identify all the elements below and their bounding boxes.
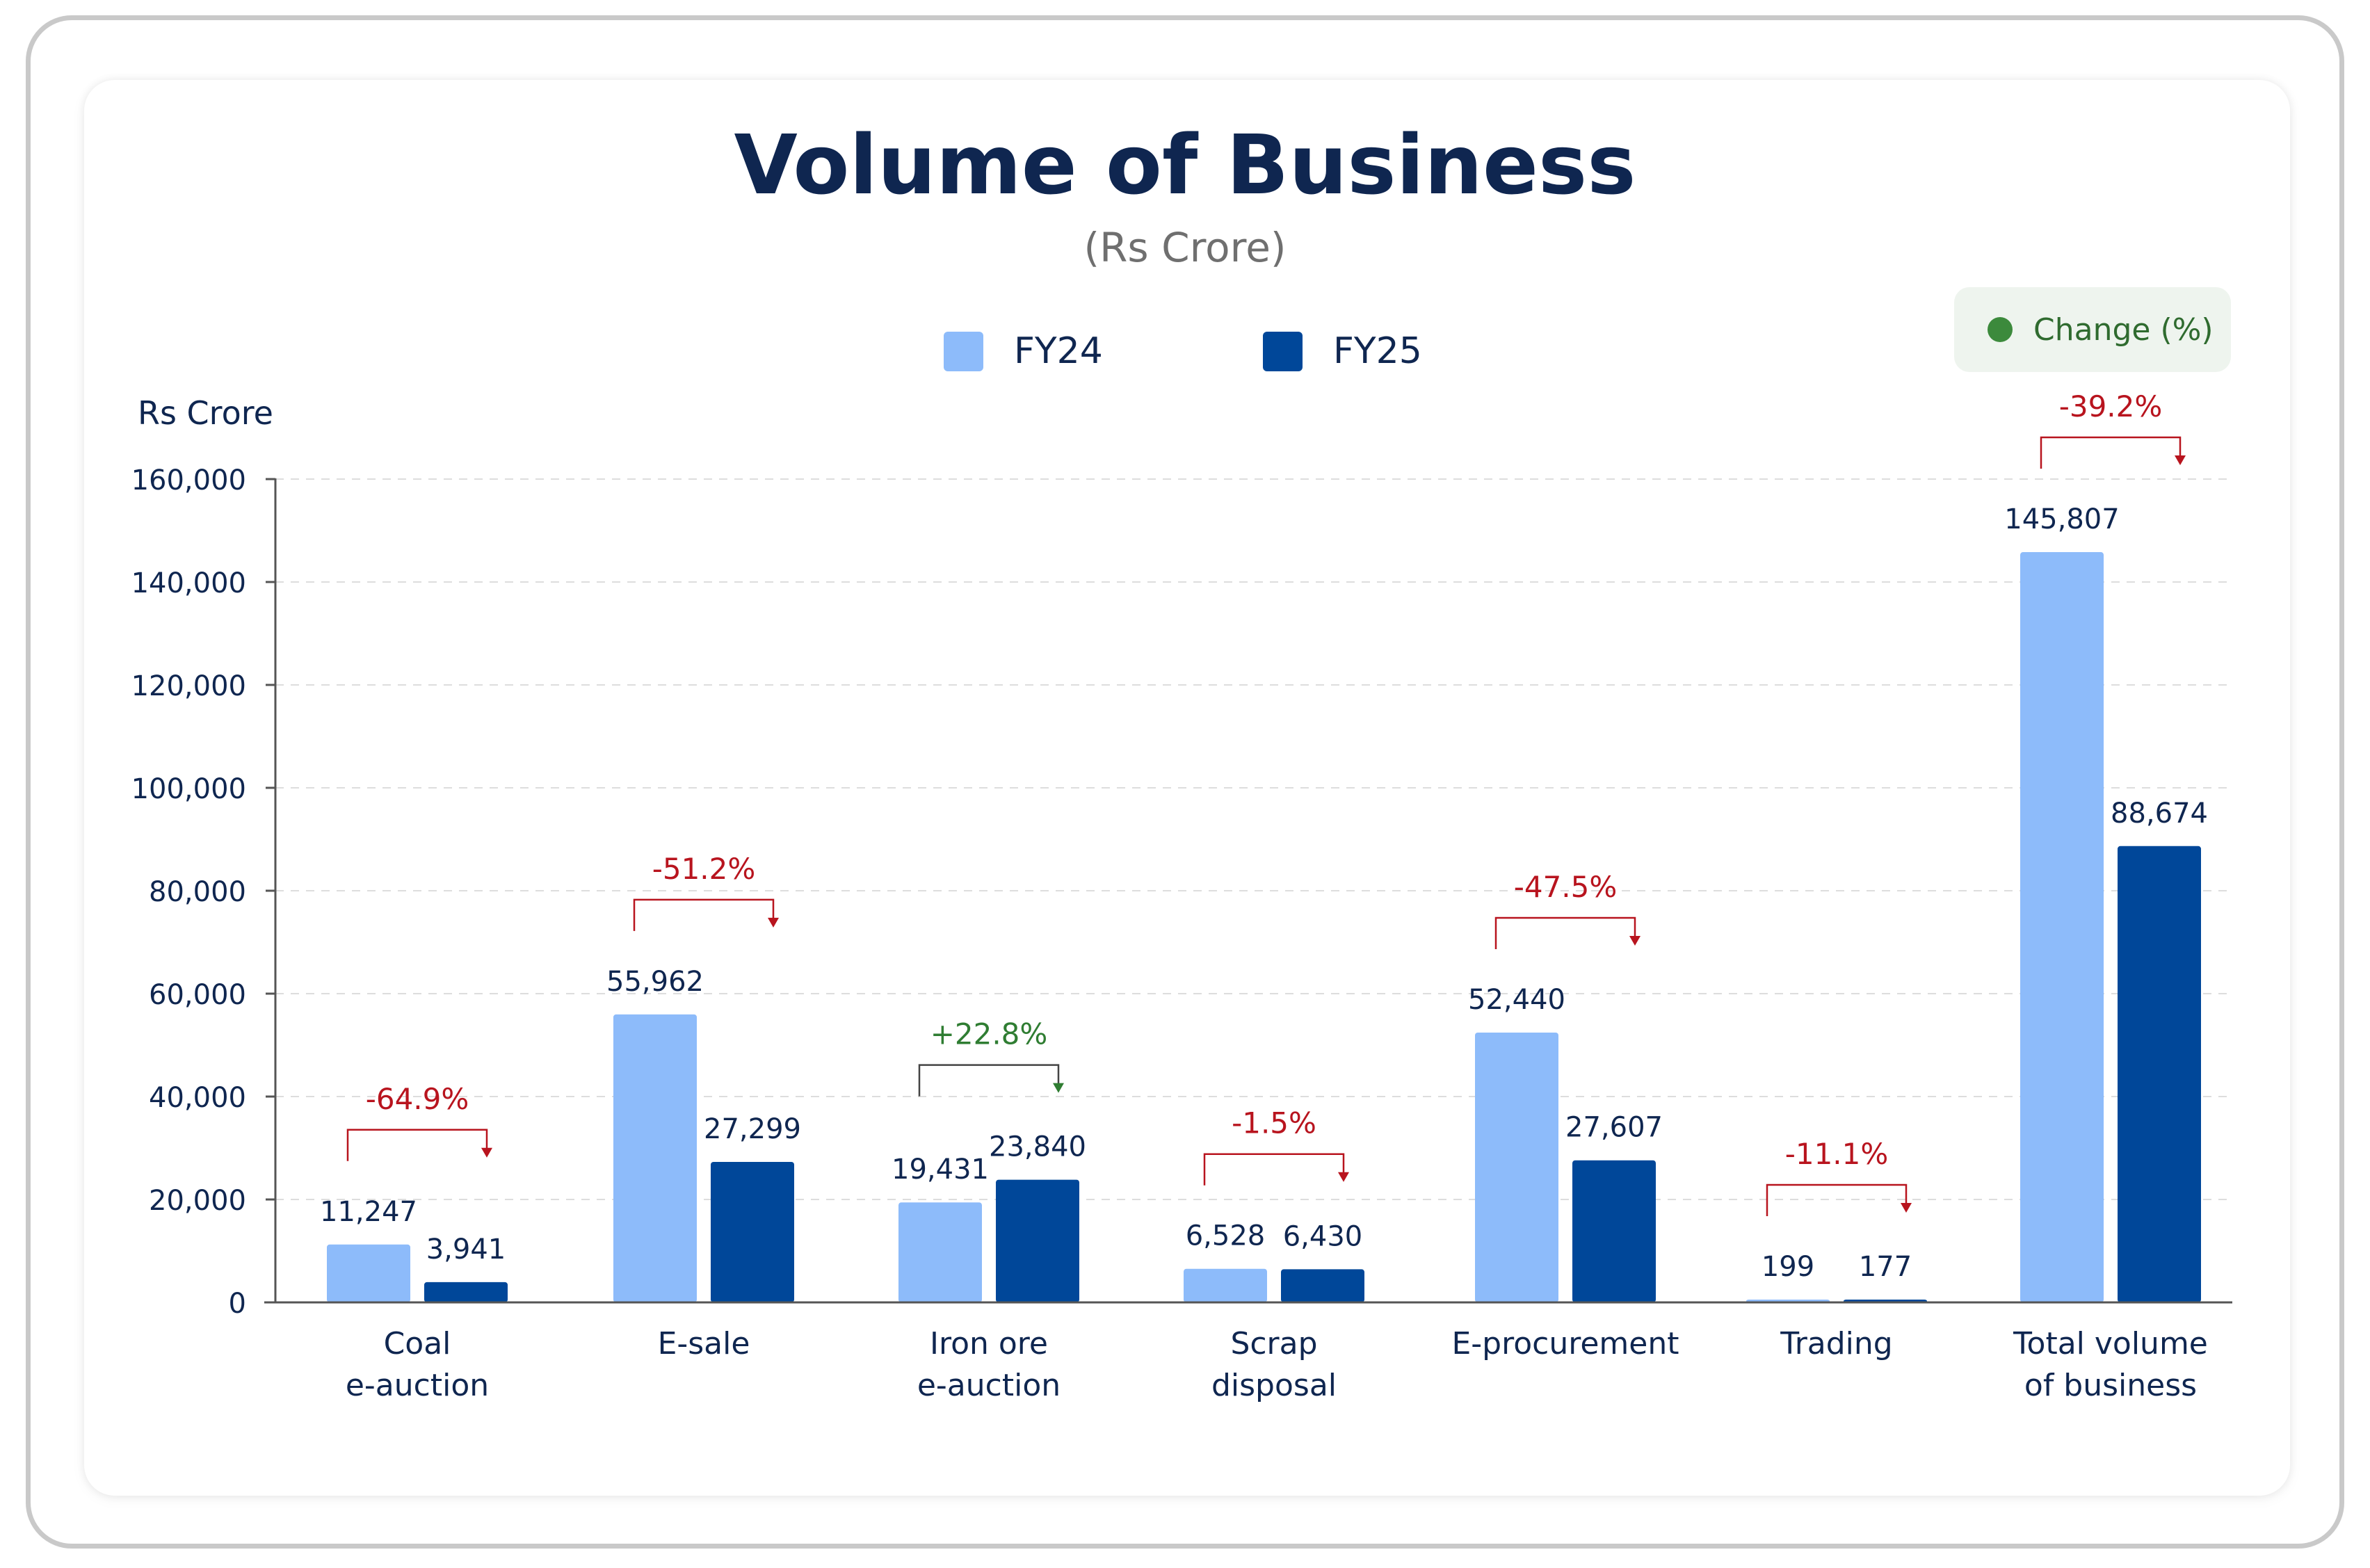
x-axis-label: e-auction <box>346 1368 489 1403</box>
y-tick-label: 60,000 <box>149 979 246 1011</box>
change-label: -39.2% <box>2059 389 2163 423</box>
change-legend: Change (%) <box>1954 287 2231 372</box>
change-bracket <box>1766 1183 1908 1216</box>
bar-fy24 <box>2020 552 2104 1302</box>
value-label-fy24: 55,962 <box>606 966 704 998</box>
bar-fy24 <box>613 1014 697 1302</box>
change-bracket <box>633 898 775 931</box>
change-label: -47.5% <box>1514 870 1618 904</box>
legend-item-fy24: FY24 <box>944 330 1103 372</box>
x-axis-label: e-auction <box>917 1368 1061 1403</box>
change-annotations: -64.9% -51.2% +22.8% -1.5% -47.5% -11.1% -39.2… <box>346 389 2186 1216</box>
value-label-fy24: 52,440 <box>1468 984 1565 1016</box>
change-arrow-icon <box>1053 1083 1064 1093</box>
value-label-fy25: 177 <box>1859 1251 1912 1283</box>
y-tick-label: 20,000 <box>149 1185 246 1217</box>
change-arrow-icon <box>2175 455 2186 466</box>
change-bracket <box>346 1129 488 1161</box>
change-arrow-icon <box>768 917 779 928</box>
x-axis-label: Total volume <box>2013 1326 2208 1361</box>
x-axis-label: Iron ore <box>930 1326 1048 1361</box>
bar-fy25 <box>2118 846 2201 1302</box>
value-label-fy25: 27,299 <box>704 1113 801 1145</box>
value-label-fy25: 27,607 <box>1565 1112 1663 1144</box>
x-axis-label: disposal <box>1211 1368 1337 1403</box>
change-bracket <box>1203 1153 1345 1186</box>
legend-swatch-fy25 <box>1263 331 1303 371</box>
y-tick-label: 100,000 <box>131 773 246 805</box>
change-label: -51.2% <box>652 852 756 886</box>
x-axis-label: Scrap <box>1230 1326 1317 1361</box>
change-label: -64.9% <box>366 1082 469 1116</box>
y-tick-label: 80,000 <box>149 876 246 908</box>
value-label-fy25: 6,430 <box>1283 1220 1363 1252</box>
bar-fy25 <box>996 1179 1079 1302</box>
change-bracket <box>2040 436 2182 469</box>
legend-item-fy25: FY25 <box>1263 330 1422 372</box>
value-label-fy24: 6,528 <box>1186 1220 1266 1252</box>
change-arrow-icon <box>1629 935 1641 946</box>
change-label: +22.8% <box>930 1017 1048 1051</box>
change-label: -1.5% <box>1232 1106 1316 1140</box>
legend-swatch-fy24 <box>944 331 983 371</box>
y-tick-label: 120,000 <box>131 670 246 702</box>
change-bracket <box>1494 916 1636 949</box>
value-label-fy25: 88,674 <box>2111 798 2208 830</box>
value-label-fy24: 145,807 <box>2004 503 2119 535</box>
change-label: -11.1% <box>1785 1137 1889 1171</box>
change-arrow-icon <box>1338 1172 1349 1182</box>
bar-fy24 <box>1475 1032 1558 1302</box>
value-label-fy24: 19,431 <box>892 1154 989 1186</box>
x-axis-labels: Coal e-auction E-sale Iron ore e-auction Scra… <box>346 1326 2208 1403</box>
x-axis-label: E-sale <box>658 1326 750 1361</box>
y-axis-ticks: 0 20,000 40,000 60,000 80,000 100,000 120,000 1… <box>131 464 275 1320</box>
change-bracket <box>918 1064 1060 1097</box>
x-axis-label: E-procurement <box>1452 1326 1679 1361</box>
value-label-fy25: 3,941 <box>426 1234 506 1266</box>
value-label-fy25: 23,840 <box>989 1131 1086 1163</box>
legend-label-fy24: FY24 <box>1014 330 1103 372</box>
bar-fy24 <box>1184 1268 1267 1302</box>
value-label-fy24: 199 <box>1762 1251 1814 1283</box>
change-dot-icon <box>1988 317 2013 342</box>
bar-fy25 <box>711 1161 794 1302</box>
bar-fy24 <box>898 1202 982 1302</box>
y-tick-label: 160,000 <box>131 464 246 496</box>
change-arrow-icon <box>1901 1203 1912 1213</box>
bar-fy25 <box>424 1282 508 1302</box>
y-tick-label: 0 <box>229 1288 246 1320</box>
x-axis-label: Coal <box>384 1326 451 1361</box>
change-arrow-icon <box>481 1147 492 1158</box>
bar-fy25 <box>1572 1160 1656 1302</box>
y-axis-title: Rs Crore <box>138 394 273 432</box>
bars <box>327 552 2201 1302</box>
bar-fy25 <box>1281 1269 1364 1302</box>
y-tick-label: 140,000 <box>131 567 246 599</box>
x-axis-label: Trading <box>1780 1326 1892 1361</box>
value-label-fy24: 11,247 <box>320 1196 417 1228</box>
gridlines <box>275 478 2232 1200</box>
bar-fy24 <box>327 1244 410 1302</box>
y-tick-label: 40,000 <box>149 1082 246 1114</box>
change-legend-label: Change (%) <box>2033 312 2214 348</box>
legend-label-fy25: FY25 <box>1333 330 1422 372</box>
chart-subtitle: (Rs Crore) <box>1083 224 1287 271</box>
x-axis-label: of business <box>2024 1368 2197 1403</box>
chart-title: Volume of Business <box>734 117 1636 213</box>
